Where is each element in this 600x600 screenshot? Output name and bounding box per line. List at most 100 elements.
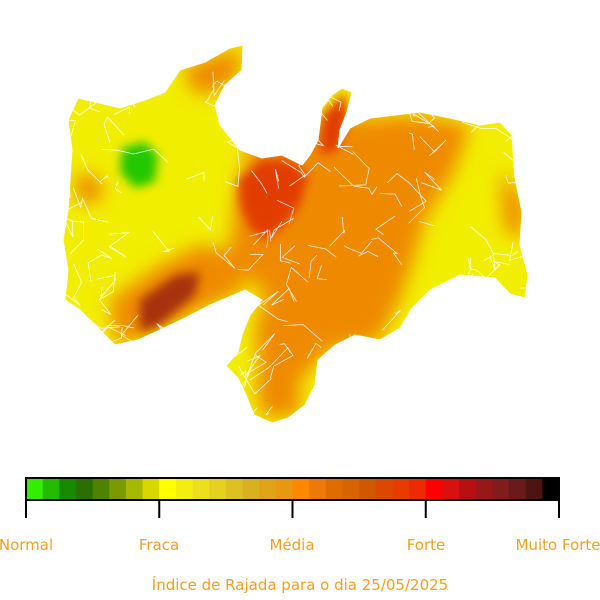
map-region-orange-southtip [255,380,300,418]
legend-swatch [192,478,210,500]
municipality-border [289,155,300,159]
municipality-border [333,166,378,196]
municipality-border [382,310,401,331]
legend-swatch [309,478,327,500]
municipality-border [240,407,258,423]
municipality-border [285,266,309,302]
municipality-border [63,264,83,307]
municipality-border [186,171,205,181]
municipality-border [256,77,281,95]
municipality-border [80,154,103,185]
municipality-border [490,367,522,385]
municipality-border [369,76,379,91]
municipality-border [468,258,488,280]
municipality-border [338,45,349,64]
legend-swatches [26,478,560,500]
municipality-border [279,243,291,264]
legend-swatch [242,478,260,500]
municipality-border [277,200,295,225]
municipality-border [245,53,256,86]
municipality-border [374,45,406,65]
municipality-border [392,329,424,373]
legend-swatch [425,478,444,500]
municipality-border [271,218,294,239]
municipality-border [419,136,447,157]
legend-swatch [509,478,527,500]
municipality-border [470,226,495,261]
municipality-border [207,353,219,375]
municipality-border [377,383,390,404]
legend-label-normal: Normal [0,536,54,554]
municipality-border [418,221,435,227]
municipality-border [96,274,116,299]
municipality-border [198,216,214,232]
municipality-border [271,287,295,306]
municipality-border [203,45,221,59]
map-region-orange-north [185,48,240,95]
municipality-border [423,99,441,109]
municipality-border [338,411,371,423]
legend-swatch [292,478,310,500]
municipality-border [483,100,501,118]
municipality-border [349,334,372,364]
municipality-border [275,168,280,189]
municipality-border [509,241,524,261]
municipality-border [265,406,273,416]
legend-swatch [392,478,410,500]
municipality-border [70,353,97,386]
municipality-border [375,215,396,235]
legend-label-muito-forte: Muito Forte [515,536,600,554]
municipality-border [470,305,494,331]
legend-swatch [26,478,44,500]
map-caption: Índice de Rajada para o dia 25/05/2025 [151,576,449,594]
municipality-border [63,45,79,64]
municipality-border [99,175,109,182]
municipality-border [432,345,448,362]
municipality-border [212,241,236,269]
municipality-border [406,104,436,124]
legend-swatch [442,478,460,500]
municipality-border [501,106,520,123]
municipality-border [73,188,109,223]
municipality-border [115,59,128,80]
municipality-border [339,151,370,187]
municipality-border [310,81,317,105]
municipality-border [63,218,74,238]
legend-swatch [542,478,560,500]
municipality-border [498,328,507,338]
legend-swatch [75,478,94,500]
municipality-border [212,80,228,97]
municipality-border [327,45,345,61]
municipality-border [395,381,421,402]
municipality-border [98,272,116,315]
legend-label-forte: Forte [406,536,446,554]
legend-swatch [342,478,360,500]
municipality-border [89,335,108,362]
gust-index-map [62,44,529,424]
municipality-border [331,400,363,421]
municipality-border [249,347,291,381]
municipality-border [361,75,381,93]
legend-swatch [325,478,344,500]
municipality-border [489,45,500,58]
municipality-border [238,365,272,395]
legend-swatch [259,478,277,500]
legend-swatch [459,478,477,500]
municipality-border [113,106,131,116]
municipality-border [316,265,327,280]
legend-swatch [125,478,144,500]
municipality-border [63,307,79,339]
legend-swatch [409,478,427,500]
municipality-border [316,408,337,423]
municipality-border [371,45,380,52]
municipality-border [204,88,221,110]
municipality-border [440,323,467,345]
municipality-border [371,237,403,265]
municipality-border [68,372,85,386]
municipality-border [335,144,354,155]
municipality-border [326,349,352,368]
municipality-border [108,232,130,258]
legend-swatch [92,478,110,500]
legend-swatch [492,478,510,500]
legend-swatch [159,478,177,500]
